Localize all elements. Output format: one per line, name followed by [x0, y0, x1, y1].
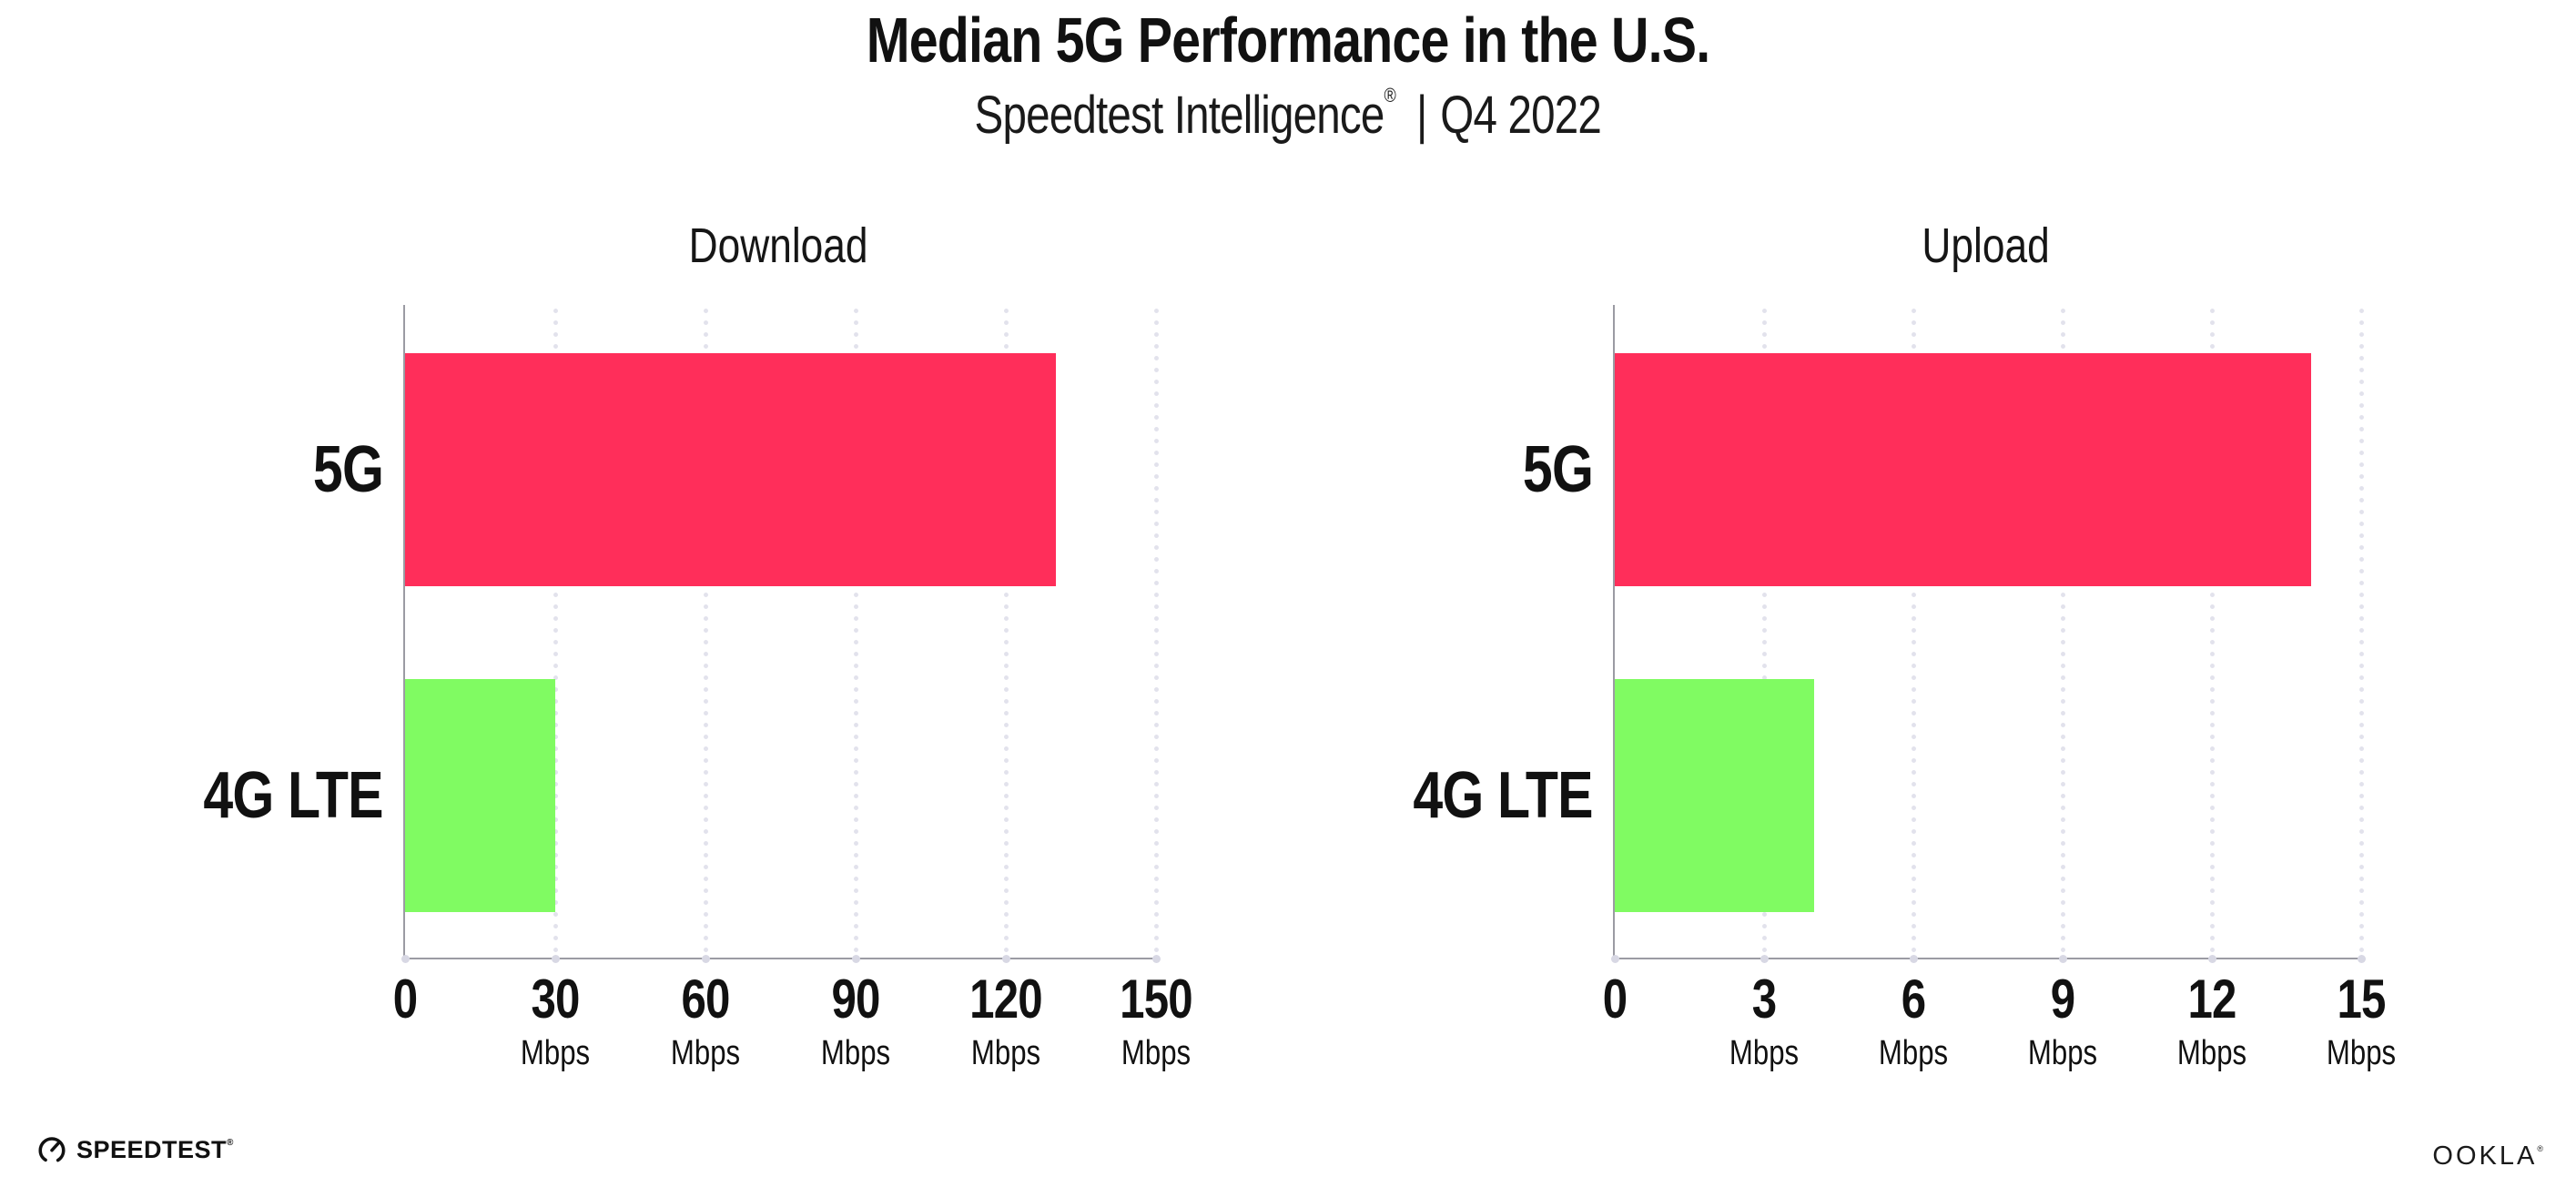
ookla-registered-mark: ® [2537, 1144, 2543, 1153]
x-tick-label-12: 12 Mbps [2176, 969, 2247, 1072]
speedtest-logo: SPEEDTEST® [36, 1134, 234, 1165]
x-tick-label-60: 60 Mbps [670, 969, 741, 1072]
gridline-60 [703, 305, 708, 958]
x-tick-value: 12 [2187, 969, 2236, 1030]
upload-panel-title: Upload [1613, 218, 2359, 274]
x-tick-value: 150 [1120, 969, 1192, 1030]
x-tick-unit: Mbps [520, 1034, 591, 1072]
x-tick-unit: Mbps [2326, 1034, 2397, 1072]
x-tick-label-9: 9 Mbps [2027, 969, 2098, 1072]
axis-tick-dot-90 [851, 954, 860, 963]
download-bar-5g [405, 353, 1056, 586]
subtitle-text: Speedtest Intelligence® | Q4 2022 [974, 83, 1602, 146]
axis-tick-dot-120 [1001, 954, 1010, 963]
speedtest-label: SPEEDTEST [76, 1135, 228, 1163]
x-tick-value: 9 [2050, 969, 2075, 1030]
gridline-120 [1003, 305, 1009, 958]
x-tick-label-3: 3 Mbps [1729, 969, 1800, 1072]
download-plot-area: 0 30 Mbps 60 Mbps 90 Mbps 120 Mbps 150 Mbps 5G 4G LT… [204, 305, 1193, 1070]
axis-tick-dot-12 [2207, 954, 2216, 963]
download-panel: Download 0 30 Mbps 60 Mbps 90 Mbps 120 Mbps 150 Mb… [204, 218, 1193, 1070]
x-tick-unit: Mbps [1121, 1034, 1192, 1072]
category-label-4g-lte: 4G LTE [1413, 759, 1594, 832]
upload-bar-5g [1615, 353, 2312, 586]
x-tick-value: 0 [392, 969, 418, 1030]
subtitle-brand: Speedtest Intelligence [974, 85, 1385, 145]
x-tick-unit: Mbps [1729, 1034, 1800, 1072]
x-tick-value: 3 [1751, 969, 1777, 1030]
gridline-12 [2209, 305, 2215, 958]
speedtest-wordmark: SPEEDTEST® [76, 1136, 234, 1164]
x-tick-label-30: 30 Mbps [520, 969, 591, 1072]
gridline-15 [2358, 305, 2364, 958]
x-tick-value: 60 [681, 969, 730, 1030]
axis-tick-dot-30 [551, 954, 560, 963]
upload-panel-title-text: Upload [1922, 218, 2051, 273]
subtitle-separator: | [1416, 85, 1427, 145]
ookla-label: OOKLA [2432, 1141, 2538, 1171]
chart-header: Median 5G Performance in the U.S. Speedt… [0, 5, 2576, 146]
page-title: Median 5G Performance in the U.S. [0, 5, 2576, 76]
x-tick-value: 6 [1901, 969, 1926, 1030]
ookla-logo: OOKLA® [2432, 1141, 2543, 1172]
category-label-5g: 5G [1522, 433, 1594, 506]
page-title-text: Median 5G Performance in the U.S. [866, 5, 1710, 76]
category-label-5g: 5G [312, 433, 384, 506]
gridline-150 [1153, 305, 1159, 958]
x-tick-label-150: 150 Mbps [1120, 969, 1192, 1072]
x-tick-value: 0 [1602, 969, 1628, 1030]
gridline-90 [853, 305, 858, 958]
registered-mark: ® [1384, 83, 1396, 107]
x-tick-unit: Mbps [670, 1034, 741, 1072]
speedtest-gauge-icon [38, 1137, 66, 1164]
x-tick-unit: Mbps [1878, 1034, 1949, 1072]
download-bar-4g-lte [405, 679, 555, 912]
gridline-6 [1911, 305, 1916, 958]
speedtest-registered-mark: ® [227, 1137, 234, 1148]
gridline-30 [553, 305, 558, 958]
x-tick-unit: Mbps [820, 1034, 891, 1072]
x-tick-label-0: 0 [393, 972, 418, 1027]
x-tick-value: 90 [831, 969, 880, 1030]
chart-subtitle: Speedtest Intelligence® | Q4 2022 [0, 84, 2576, 146]
x-tick-value: 30 [531, 969, 580, 1030]
upload-plot-area: 0 3 Mbps 6 Mbps 9 Mbps 12 Mbps 15 Mbps 5G 4G LTE [1414, 305, 2396, 1070]
axis-tick-dot-0 [401, 954, 410, 963]
x-tick-label-120: 120 Mbps [969, 969, 1042, 1072]
axis-tick-dot-15 [2357, 954, 2366, 963]
x-tick-label-0: 0 [1603, 972, 1628, 1027]
x-tick-label-90: 90 Mbps [820, 969, 891, 1072]
axis-tick-dot-150 [1151, 954, 1161, 963]
axis-tick-dot-9 [2058, 954, 2067, 963]
axis-tick-dot-0 [1610, 954, 1619, 963]
upload-panel: Upload 0 3 Mbps 6 Mbps 9 Mbps 12 Mbps 15 Mbps 5G 4G … [1414, 218, 2396, 1070]
axis-tick-dot-60 [701, 954, 710, 963]
x-tick-value: 15 [2337, 969, 2386, 1030]
x-tick-label-6: 6 Mbps [1878, 969, 1949, 1072]
x-tick-unit: Mbps [2027, 1034, 2098, 1072]
x-tick-value: 120 [969, 969, 1042, 1030]
gridline-3 [1761, 305, 1767, 958]
axis-tick-dot-6 [1909, 954, 1918, 963]
x-tick-unit: Mbps [970, 1034, 1041, 1072]
upload-bar-4g-lte [1615, 679, 1814, 912]
subtitle-period: Q4 2022 [1440, 85, 1602, 145]
gridline-9 [2060, 305, 2065, 958]
download-panel-title-text: Download [689, 218, 868, 273]
download-panel-title: Download [403, 218, 1154, 274]
x-tick-label-15: 15 Mbps [2326, 969, 2397, 1072]
x-tick-unit: Mbps [2176, 1034, 2247, 1072]
axis-tick-dot-3 [1760, 954, 1769, 963]
category-label-4g-lte: 4G LTE [203, 759, 384, 832]
